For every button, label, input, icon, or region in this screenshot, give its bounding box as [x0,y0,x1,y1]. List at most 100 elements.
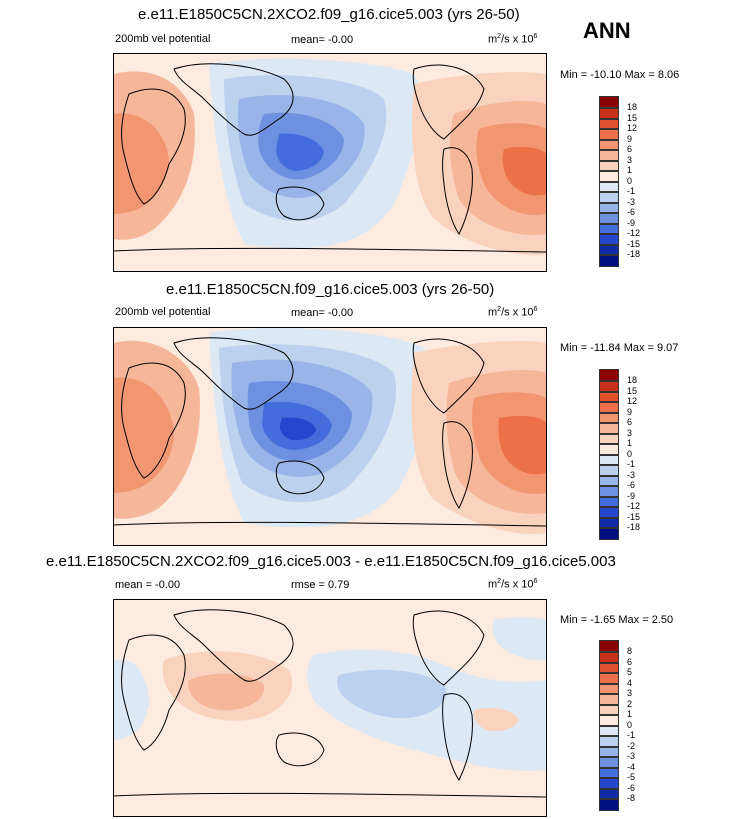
panel-1-colorbar [599,96,619,267]
colorbar-tick-label: 1 [627,709,633,719]
colorbar-tick-label: 12 [627,396,638,406]
contour-fill [337,669,447,719]
colorbar-cell [599,244,619,255]
colorbar-tick-label: 2 [627,698,633,709]
colorbar-cell [599,108,619,119]
colorbar-tick-label: -1 [627,186,636,196]
colorbar-cell [599,715,619,726]
colorbar-tick-label: 9 [627,406,633,417]
contour-fill [279,417,316,441]
colorbar-tick-label: -12 [627,228,641,238]
season-label: ANN [583,18,631,43]
colorbar-tick-label: -4 [627,761,636,772]
contour-fill [492,617,546,661]
panel-1-title: e.e11.E1850C5CN.2XCO2.f09_g16.cice5.003 … [138,6,520,23]
panel-2-minmax: Min = -11.84 Max = 9.07 [560,342,679,354]
colorbar-tick-label: 0 [627,719,633,730]
colorbar-cell [599,475,619,486]
colorbar-tick-label: 4 [627,677,633,688]
colorbar-cell [599,465,619,476]
contour-fill [187,673,265,711]
panel-1-map [113,53,547,272]
colorbar-cell [599,171,619,182]
colorbar-tick-label: -3 [627,751,636,761]
colorbar-tick-label: 0 [627,175,633,186]
colorbar-cell [599,683,619,694]
colorbar-cell [599,528,619,540]
colorbar-cell [599,517,619,528]
colorbar-tick-label: 18 [627,375,638,385]
colorbar-tick-label: -18 [627,522,641,532]
contour-fill [276,133,324,171]
colorbar-cell [599,402,619,413]
colorbar-cell [599,704,619,715]
colorbar-cell [599,788,619,799]
colorbar-cell [599,234,619,245]
colorbar-cell [599,757,619,768]
colorbar-cell [599,746,619,757]
panel-3-colorbar [599,640,619,811]
colorbar-tick-label: 12 [627,123,638,133]
colorbar-tick-label: 8 [627,646,633,656]
colorbar-cell [599,192,619,203]
colorbar-tick-label: -6 [627,207,636,217]
colorbar-cell [599,423,619,434]
colorbar-tick-label: -18 [627,249,641,259]
colorbar-tick-label: 0 [627,448,633,459]
colorbar-cell [599,255,619,267]
colorbar-cell [599,444,619,455]
coastlines [114,609,546,798]
colorbar-cell [599,433,619,444]
colorbar-cell [599,662,619,673]
colorbar-tick-label: 6 [627,417,633,427]
colorbar-tick-label: 1 [627,165,633,175]
colorbar-cell [599,694,619,705]
colorbar-tick-label: 3 [627,427,633,438]
colorbar-cell [599,181,619,192]
colorbar-cell [599,213,619,224]
colorbar-tick-label: 15 [627,112,638,123]
colorbar-cell [599,391,619,402]
coastlines [114,337,546,527]
colorbar-cell [599,96,619,108]
colorbar-cell [599,486,619,497]
colorbar-tick-label: 6 [627,656,633,667]
panel-3-units-label: m2/s x 106 [488,578,538,591]
panel-2-map [113,327,547,546]
colorbar-cell [599,767,619,778]
colorbar-cell [599,454,619,465]
colorbar-tick-label: -6 [627,480,636,490]
colorbar-tick-label: -9 [627,217,636,228]
colorbar-tick-label: -3 [627,469,636,480]
colorbar-cell [599,150,619,161]
contour-fill [114,377,174,493]
contour-fill [114,659,149,740]
colorbar-tick-label: 5 [627,667,633,677]
colorbar-cell [599,412,619,423]
colorbar-tick-label: -5 [627,772,636,782]
colorbar-cell [599,139,619,150]
colorbar-cell [599,118,619,129]
colorbar-cell [599,640,619,652]
colorbar-tick-label: -8 [627,793,636,803]
panel-2-title: e.e11.E1850C5CN.f09_g16.cice5.003 (yrs 2… [166,281,495,298]
colorbar-tick-label: -12 [627,501,641,511]
colorbar-tick-label: -2 [627,740,636,751]
contour-fill [114,113,169,214]
panel-1-units-label: m2/s x 106 [488,33,538,46]
panel-2-variable-label: 200mb vel potential [115,306,211,318]
colorbar-tick-label: -1 [627,459,636,469]
contour-fill [502,146,546,196]
colorbar-tick-label: 3 [627,688,633,698]
colorbar-cell [599,736,619,747]
coastlines [114,63,546,253]
panel-3-rmse-label: rmse = 0.79 [291,579,350,591]
colorbar-tick-label: 18 [627,102,638,112]
colorbar-tick-label: -15 [627,511,641,522]
colorbar-tick-label: -1 [627,730,636,740]
panel-3-mean-label: mean = -0.00 [115,579,181,591]
colorbar-cell [599,160,619,171]
colorbar-tick-label: 6 [627,144,633,154]
panel-1-mean-label: mean= -0.00 [291,34,354,46]
